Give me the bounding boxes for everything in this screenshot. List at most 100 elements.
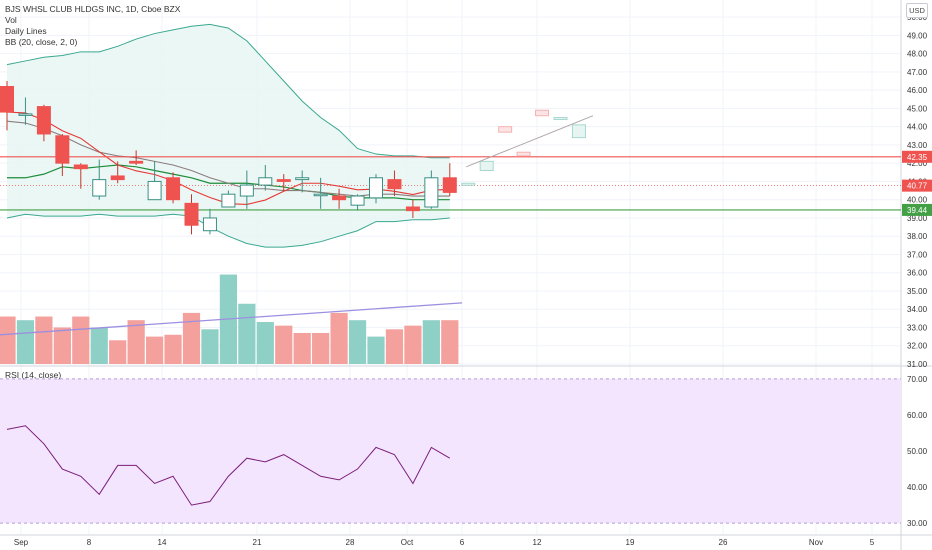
volume-bar: [201, 329, 219, 364]
candle-body: [442, 177, 457, 193]
price-axis-tick: 48.00: [907, 50, 928, 59]
candle-body: [332, 195, 347, 201]
candle-body: [0, 86, 14, 113]
rsi-axis-tick: 60.00: [907, 411, 928, 420]
volume-bar: [127, 320, 145, 364]
projected-candle: [535, 109, 550, 117]
projected-candle: [553, 117, 568, 121]
candle-body: [202, 217, 217, 232]
legend-bb: BB (20, close, 2, 0): [5, 37, 78, 47]
candle-body: [36, 106, 51, 135]
candle-body: [73, 164, 88, 170]
volume-bar: [164, 334, 182, 364]
rsi-legend: RSI (14, close): [5, 370, 62, 380]
resistance-price-label: 42.35: [907, 153, 928, 162]
time-axis-tick: 5: [870, 538, 875, 547]
volume-bar: [90, 327, 108, 364]
price-axis-tick: 49.00: [907, 31, 928, 40]
price-axis-tick: 36.00: [907, 269, 928, 278]
volume-trend-line: [0, 302, 463, 336]
time-axis-tick: Oct: [401, 538, 414, 547]
legend-symbol: BJS WHSL CLUB HLDGS INC, 1D, Cboe BZX: [5, 4, 181, 14]
volume-bar: [330, 312, 348, 364]
candle-body: [129, 160, 144, 164]
candle-body: [166, 177, 181, 201]
candle-body: [92, 179, 107, 197]
legend-vol: Vol: [5, 15, 17, 25]
price-axis-tick: 45.00: [907, 104, 928, 113]
volume-bar: [35, 316, 53, 364]
currency-button[interactable]: USD: [906, 3, 928, 18]
price-axis-tick: 43.00: [907, 141, 928, 150]
price-axis-tick: 46.00: [907, 86, 928, 95]
resistance-price-label-background: [902, 150, 932, 163]
volume-bar: [72, 316, 90, 364]
projected-candle: [498, 126, 513, 133]
volume-bar: [0, 316, 16, 364]
candle-body: [221, 193, 236, 208]
candle-body: [184, 202, 199, 226]
volume-bar: [422, 320, 440, 364]
candle-body: [258, 177, 273, 186]
bollinger-lower-band: [6, 213, 450, 248]
price-axis-tick: 40.00: [907, 196, 928, 205]
support-price-label-background: [902, 203, 932, 216]
volume-bar: [109, 340, 127, 364]
volume-bar: [293, 332, 311, 364]
rsi-axis-tick: 70.00: [907, 375, 928, 384]
projected-candle: [571, 124, 586, 139]
time-axis-tick: 8: [87, 538, 92, 547]
price-axis-tick: 39.00: [907, 214, 928, 223]
time-axis-tick: 6: [460, 538, 465, 547]
price-axis-tick: 47.00: [907, 68, 928, 77]
rsi-axis-tick: 50.00: [907, 447, 928, 456]
candle-body: [110, 175, 125, 181]
candle-body: [295, 177, 310, 181]
projection-trend-line: [466, 115, 594, 168]
legend-daily-lines: Daily Lines: [5, 26, 47, 36]
rsi-band-fill: [0, 378, 901, 524]
candle-body: [424, 177, 439, 208]
time-axis-tick: 28: [346, 538, 355, 547]
rsi-axis-tick: 40.00: [907, 483, 928, 492]
rsi-axis-tick: 30.00: [907, 519, 928, 528]
time-axis-tick: 21: [253, 538, 262, 547]
price-axis-tick: 38.00: [907, 232, 928, 241]
volume-bar: [348, 320, 367, 364]
time-axis-tick: 26: [719, 538, 728, 547]
rsi-line: [6, 425, 451, 506]
candle-body: [369, 177, 383, 199]
volume-bar: [385, 329, 404, 364]
price-axis-tick: 44.00: [907, 123, 928, 132]
projected-candle: [479, 160, 494, 171]
candle-body: [405, 206, 420, 212]
time-axis-tick: 19: [626, 538, 635, 547]
volume-bar: [238, 303, 256, 364]
volume-bar: [404, 325, 422, 364]
support-price-label: 39.44: [907, 206, 928, 215]
volume-bar: [182, 312, 201, 364]
volume-bar: [53, 327, 71, 364]
time-axis-tick: Nov: [809, 538, 823, 547]
candle-body: [350, 195, 365, 206]
projected-candle: [461, 182, 476, 186]
price-axis-tick: 32.00: [907, 342, 928, 351]
time-axis-tick: 14: [158, 538, 167, 547]
volume-bar: [367, 336, 385, 364]
volume-bar: [441, 320, 459, 364]
volume-bar: [256, 322, 274, 364]
volume-bar: [146, 336, 164, 364]
time-axis-tick: 12: [533, 538, 542, 547]
candle-body: [276, 179, 291, 182]
time-axis-tick: Sep: [14, 538, 29, 547]
candle-body: [55, 135, 70, 164]
price-axis-tick: 42.00: [907, 159, 928, 168]
price-axis-tick: 34.00: [907, 305, 928, 314]
price-axis-tick: 37.00: [907, 250, 928, 259]
last-price-label: 40.77: [907, 182, 928, 191]
candle-body: [387, 179, 402, 190]
candle-body: [313, 193, 328, 197]
candle-body: [239, 184, 254, 197]
candle-body: [18, 113, 33, 116]
